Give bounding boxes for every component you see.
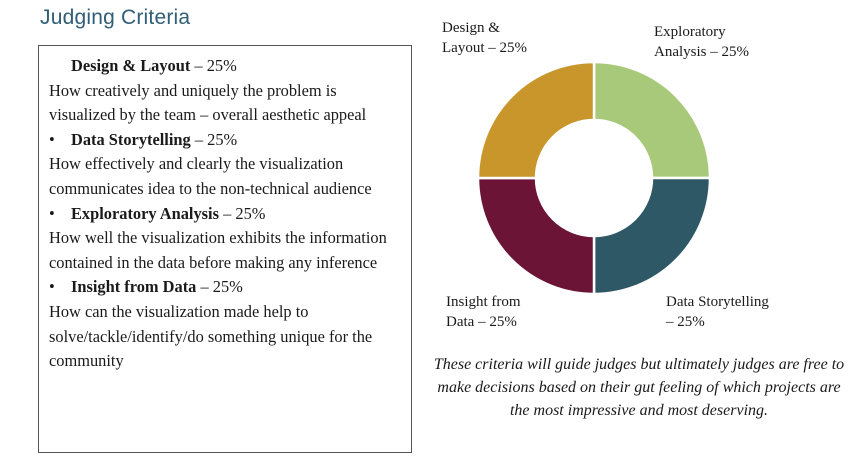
slice-label-line: Design & <box>442 20 500 36</box>
slice-exploratory-analysis-25 <box>592 60 712 180</box>
criteria-box: Design & Layout – 25% How creatively and… <box>38 45 412 453</box>
criterion-description: How can the visualization made help to s… <box>49 301 373 371</box>
criterion-separator: – <box>196 277 213 297</box>
slice-insight-from-data-25 <box>476 176 596 296</box>
criterion-separator: – <box>219 203 236 223</box>
bullet: • <box>49 203 55 223</box>
criterion-heading: • Insight from Data – 25% <box>49 275 403 300</box>
bullet: • <box>49 277 55 297</box>
slice-label-line: Exploratory <box>654 24 726 40</box>
criterion-separator: – <box>190 56 207 75</box>
slice-label-line: Data – 25% <box>446 314 517 330</box>
slice-label-line: Data Storytelling <box>666 294 769 310</box>
criterion-name: Design & Layout <box>71 56 191 75</box>
slice-label-line: – 25% <box>665 314 705 330</box>
slice-data-storytelling-25 <box>592 176 712 296</box>
slice-label-exploratory-analysis-25: Exploratory Analysis – 25% <box>654 24 749 60</box>
criterion-exploratory-analysis: • Exploratory Analysis – 25% How well the… <box>49 202 403 276</box>
criterion-description: How creatively and uniquely the problem … <box>49 80 367 125</box>
criterion-weight: 25% <box>212 277 243 297</box>
slice-label-design-layout-25: Design & Layout – 25% <box>442 20 527 56</box>
criterion-name: Data Storytelling <box>71 129 191 149</box>
page-title: Judging Criteria <box>40 6 191 29</box>
criterion-weight: 25% <box>207 129 238 149</box>
slice-label-line: Layout – 25% <box>442 40 527 56</box>
criterion-insight-from-data: • Insight from Data – 25% How can the vis… <box>49 275 403 373</box>
criterion-description: How well the visualization exhibits the … <box>49 228 387 272</box>
criterion-description: How effectively and clearly the visualiz… <box>49 154 372 198</box>
judging-note: These criteria will guide judges but ult… <box>433 356 845 419</box>
slice-label-line: Insight from <box>446 294 521 310</box>
criterion-separator: – <box>190 129 208 149</box>
criterion-design-layout: Design & Layout – 25% How creatively and… <box>49 54 403 128</box>
slice-label-data-storytelling-25: Data Storytelling – 25% <box>665 294 769 330</box>
criterion-heading: • Exploratory Analysis – 25% <box>49 202 403 227</box>
criterion-weight: 25% <box>206 56 237 75</box>
criterion-name: Insight from Data <box>71 277 197 297</box>
slice-label-insight-from-data-25: Insight from Data – 25% <box>446 294 521 330</box>
criterion-weight: 25% <box>235 203 266 223</box>
bullet: • <box>49 129 55 149</box>
slice-design-layout-25 <box>476 60 596 180</box>
criterion-heading: Design & Layout – 25% <box>49 54 403 79</box>
criterion-name: Exploratory Analysis <box>71 203 219 223</box>
donut-chart: Exploratory Analysis – 25% Data Storytelli… <box>442 20 769 330</box>
criterion-heading: • Data Storytelling – 25% <box>49 128 403 153</box>
criterion-data-storytelling: • Data Storytelling – 25% How effectively… <box>49 128 403 202</box>
slice-label-line: Analysis – 25% <box>654 44 749 60</box>
